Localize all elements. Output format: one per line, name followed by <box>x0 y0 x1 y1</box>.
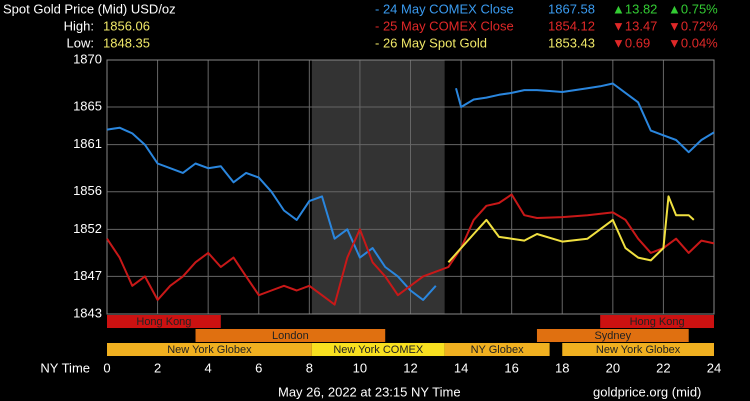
x-tick-label: 6 <box>255 360 262 375</box>
low-label: Low: <box>67 35 94 50</box>
session-bar <box>107 315 221 328</box>
session-bar <box>107 343 312 356</box>
session-bar <box>536 329 689 342</box>
y-tick-label: 1843 <box>73 305 102 320</box>
y-tick-label: 1856 <box>73 183 102 198</box>
session-bar <box>195 329 386 342</box>
legend-name: - 26 May Spot Gold <box>375 35 487 50</box>
x-tick-label: 4 <box>205 360 212 375</box>
high-value: 1856.06 <box>103 18 150 33</box>
y-tick-label: 1861 <box>73 136 102 151</box>
high-label: High: <box>64 18 94 33</box>
x-tick-label: 20 <box>606 360 620 375</box>
footer-date: May 26, 2022 at 23:15 NY Time <box>278 384 461 399</box>
session-bar <box>444 343 550 356</box>
legend-change-pct: ▼0.04% <box>668 35 718 50</box>
legend-change-pct: ▲0.75% <box>668 1 718 16</box>
session-label: Hong Kong <box>630 316 685 328</box>
y-tick-label: 1852 <box>73 221 102 236</box>
y-tick-label: 1847 <box>73 268 102 283</box>
session-label: London <box>272 330 309 342</box>
session-label: New York Globex <box>167 344 252 356</box>
x-tick-label: 12 <box>403 360 417 375</box>
x-tick-label: 24 <box>707 360 721 375</box>
shaded-region <box>311 60 445 314</box>
session-label: Hong Kong <box>136 316 191 328</box>
footer-source: goldprice.org (mid) <box>593 384 701 399</box>
x-tick-label: 8 <box>306 360 313 375</box>
legend-last: 1853.43 <box>548 35 595 50</box>
price-line <box>106 193 715 306</box>
session-label: Sydney <box>594 330 631 342</box>
legend-change: ▼13.47 <box>612 18 657 33</box>
x-axis-label: NY Time <box>40 360 90 375</box>
session-bar <box>600 315 714 328</box>
x-tick-label: 0 <box>103 360 110 375</box>
x-tick-label: 10 <box>353 360 367 375</box>
plot-frame <box>106 59 715 315</box>
x-tick-label: 16 <box>504 360 518 375</box>
session-bar <box>562 343 714 356</box>
legend-name: - 25 May COMEX Close <box>375 18 514 33</box>
low-value: 1848.35 <box>103 35 150 50</box>
session-label: New York Globex <box>596 344 681 356</box>
y-tick-label: 1870 <box>73 51 102 66</box>
y-tick-label: 1865 <box>73 98 102 113</box>
session-label: NY Globex <box>471 344 524 356</box>
x-tick-label: 14 <box>454 360 468 375</box>
chart-title: Spot Gold Price (Mid) USD/oz <box>3 1 176 16</box>
x-tick-label: 18 <box>555 360 569 375</box>
x-tick-label: 2 <box>154 360 161 375</box>
legend-last: 1854.12 <box>548 18 595 33</box>
legend-name: - 24 May COMEX Close <box>375 1 514 16</box>
price-line <box>106 82 715 301</box>
x-tick-label: 22 <box>656 360 670 375</box>
price-line <box>447 195 695 263</box>
session-label: New York COMEX <box>333 344 424 356</box>
session-bar <box>311 343 445 356</box>
legend-change-pct: ▼0.72% <box>668 18 718 33</box>
legend-last: 1867.58 <box>548 1 595 16</box>
legend-change: ▲13.82 <box>612 1 657 16</box>
legend-change: ▼0.69 <box>612 35 650 50</box>
